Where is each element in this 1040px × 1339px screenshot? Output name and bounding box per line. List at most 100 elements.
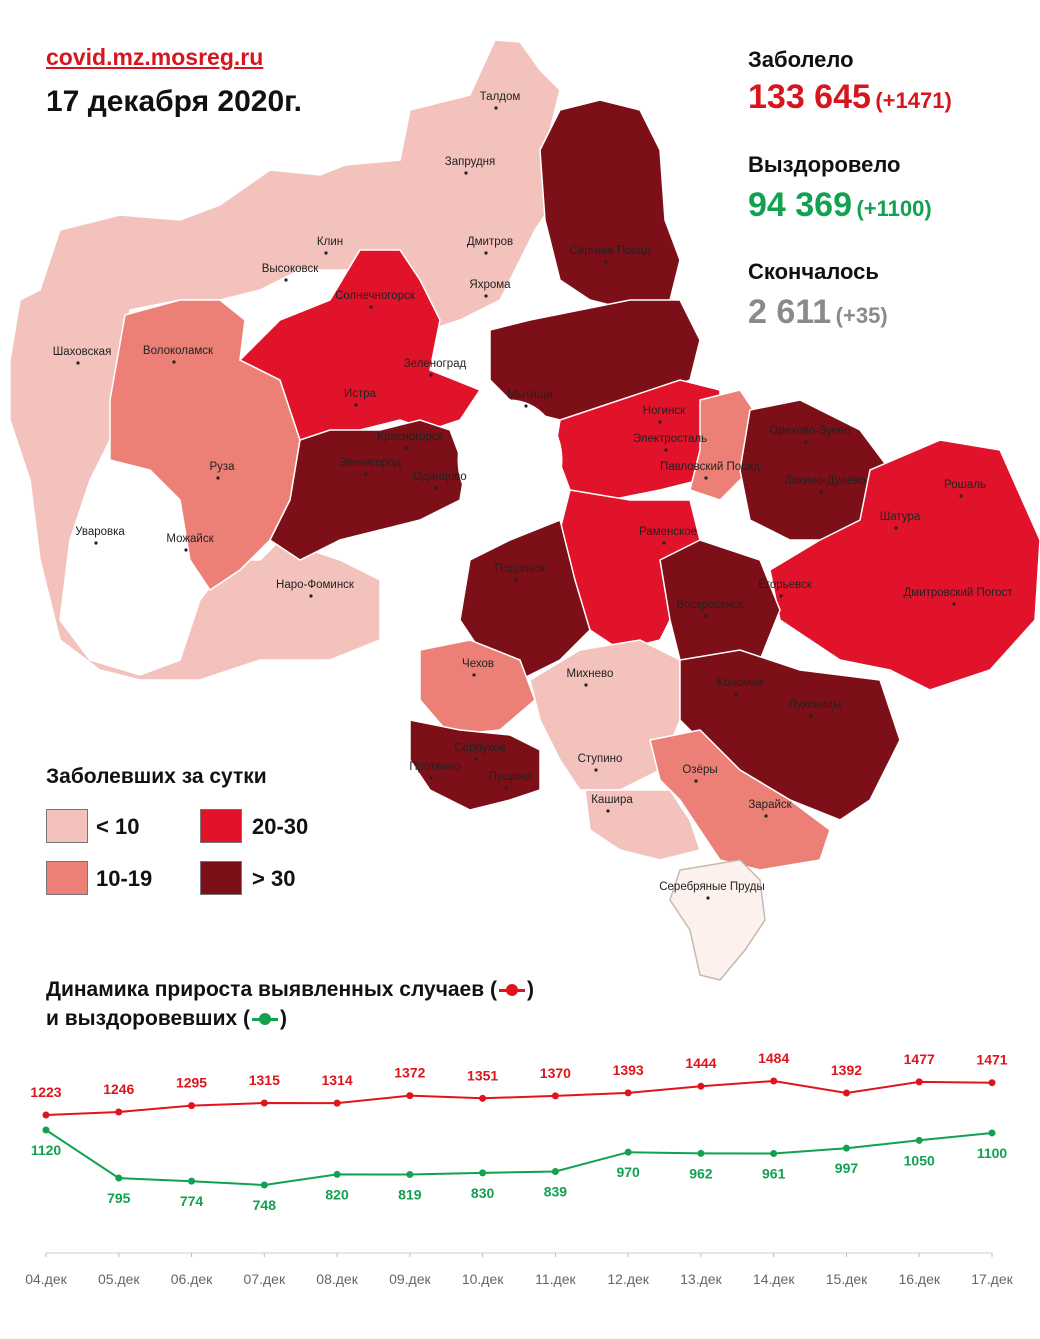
series-0-point [260,1099,268,1107]
series-0-data-label: 1246 [103,1081,134,1097]
town-dot [474,757,478,761]
series-0-data-label: 1351 [467,1067,498,1083]
series-1-data-label: 1120 [31,1142,62,1158]
map-area-light-kashira [584,789,701,861]
series-0-point [988,1079,996,1087]
town-label: Запрудня [445,156,496,168]
x-tick-label: 14.дек [753,1271,795,1287]
x-tick-label: 11.дек [535,1271,576,1287]
town-label: Дмитров [467,236,513,248]
series-0-data-label: 1314 [321,1072,352,1088]
series-0-data-label: 1370 [540,1065,571,1081]
town-label: Дмитровский Погост [904,587,1014,599]
town-dot [779,594,783,598]
series-0-data-label: 1477 [904,1051,935,1067]
town-dot [484,251,488,255]
town-label: Чехов [462,658,494,670]
town-dot [324,251,328,255]
town-label: Шатура [880,511,921,523]
map-area-top-sergiev [539,99,681,311]
trend-chart: 04.дек 05.дек 06.дек 07.дек 08.дек 09.дек 10.д… [25,1050,1013,1287]
town-label: Волоколамск [143,345,214,357]
series-0-data-label: 1315 [249,1072,280,1088]
town-label: Истра [344,388,377,400]
town-dot [606,809,610,813]
town-dot [514,578,518,582]
x-tick-label: 16.дек [898,1271,940,1287]
series-1-point [42,1126,50,1134]
source-link[interactable]: covid.mz.mosreg.ru [46,44,264,70]
legend-swatch-10-19 [46,861,88,895]
town-dot [429,776,433,780]
town-dot [704,476,708,480]
town-label: Воскресенск [677,599,745,611]
town-dot [804,440,808,444]
town-label: Красногорск [377,431,443,443]
town-label: Луховицы [789,699,842,711]
series-1-data-label: 839 [544,1184,568,1200]
town-dot [694,779,698,783]
town-dot [604,260,608,264]
series-0-data-label: 1295 [176,1075,207,1091]
series-0-point [42,1111,50,1119]
series-1-point [115,1174,123,1182]
x-tick-label: 04.дек [25,1271,67,1287]
town-label: Егорьевск [758,579,813,591]
town-label: Протвино [409,761,460,773]
series-0-point [697,1082,705,1090]
town-dot [284,278,288,282]
series-0-data-label: 1223 [30,1084,61,1100]
x-tick-label: 13.дек [680,1271,722,1287]
series-1-point [915,1136,923,1144]
series-0-point [115,1108,123,1116]
series-0-point [624,1089,632,1097]
town-label: Руза [209,461,235,473]
town-label: Звенигород [339,457,401,469]
town-label: Ногинск [643,405,686,417]
town-dot [369,305,373,309]
series-1-point [842,1144,850,1152]
legend-label-10-19: 10-19 [96,866,153,891]
trend-title-line1-end: ) [526,978,534,1001]
town-dot [662,541,666,545]
region-map: Талдом Запрудня Клин Дмитров Высоковск Яхрома… [9,39,1040,981]
x-tick-label: 06.дек [171,1271,213,1287]
series-1-point [333,1170,341,1178]
town-label: Рошаль [944,479,986,491]
series-1-point [988,1129,996,1137]
series-0-data-label: 1393 [613,1062,644,1078]
town-label: Талдом [480,91,521,103]
series-0-point [188,1102,196,1110]
series-1-data-label: 795 [107,1190,131,1206]
town-dot [819,490,823,494]
town-dot [434,486,438,490]
infected-delta: (+1471) [875,88,952,113]
legend-label-20-30: 20-30 [252,814,309,839]
x-tick-label: 07.дек [244,1271,286,1287]
trend-title-line2-end: ) [279,1007,287,1030]
series-1-data-label: 830 [471,1185,495,1201]
town-label: Зеленоград [404,358,467,370]
town-label: Можайск [166,533,214,545]
infected-value: 133 645 [748,78,871,116]
town-dot [809,714,813,718]
series-1-point [551,1168,559,1176]
x-tick-label: 09.дек [389,1271,431,1287]
town-label: Кашира [591,794,633,806]
x-tick-label: 15.дек [826,1271,868,1287]
town-label: Зарайск [748,799,792,811]
map-area-high-shatura [769,439,1040,691]
series-1-data-label: 970 [616,1164,640,1180]
town-dot [464,171,468,175]
series-1-point [770,1150,778,1158]
series-1-data-label: 961 [762,1166,786,1182]
town-dot [734,692,738,696]
series-1-data-label: 748 [253,1197,277,1213]
series-0-point [479,1094,487,1102]
x-tick-label: 12.дек [607,1271,649,1287]
recovered-label: Выздоровело [748,152,901,177]
town-dot [472,673,476,677]
town-label: Ликино-Дулёво [784,475,865,487]
legend-swatch-lt10 [46,809,88,843]
died-delta: (+35) [835,303,888,328]
